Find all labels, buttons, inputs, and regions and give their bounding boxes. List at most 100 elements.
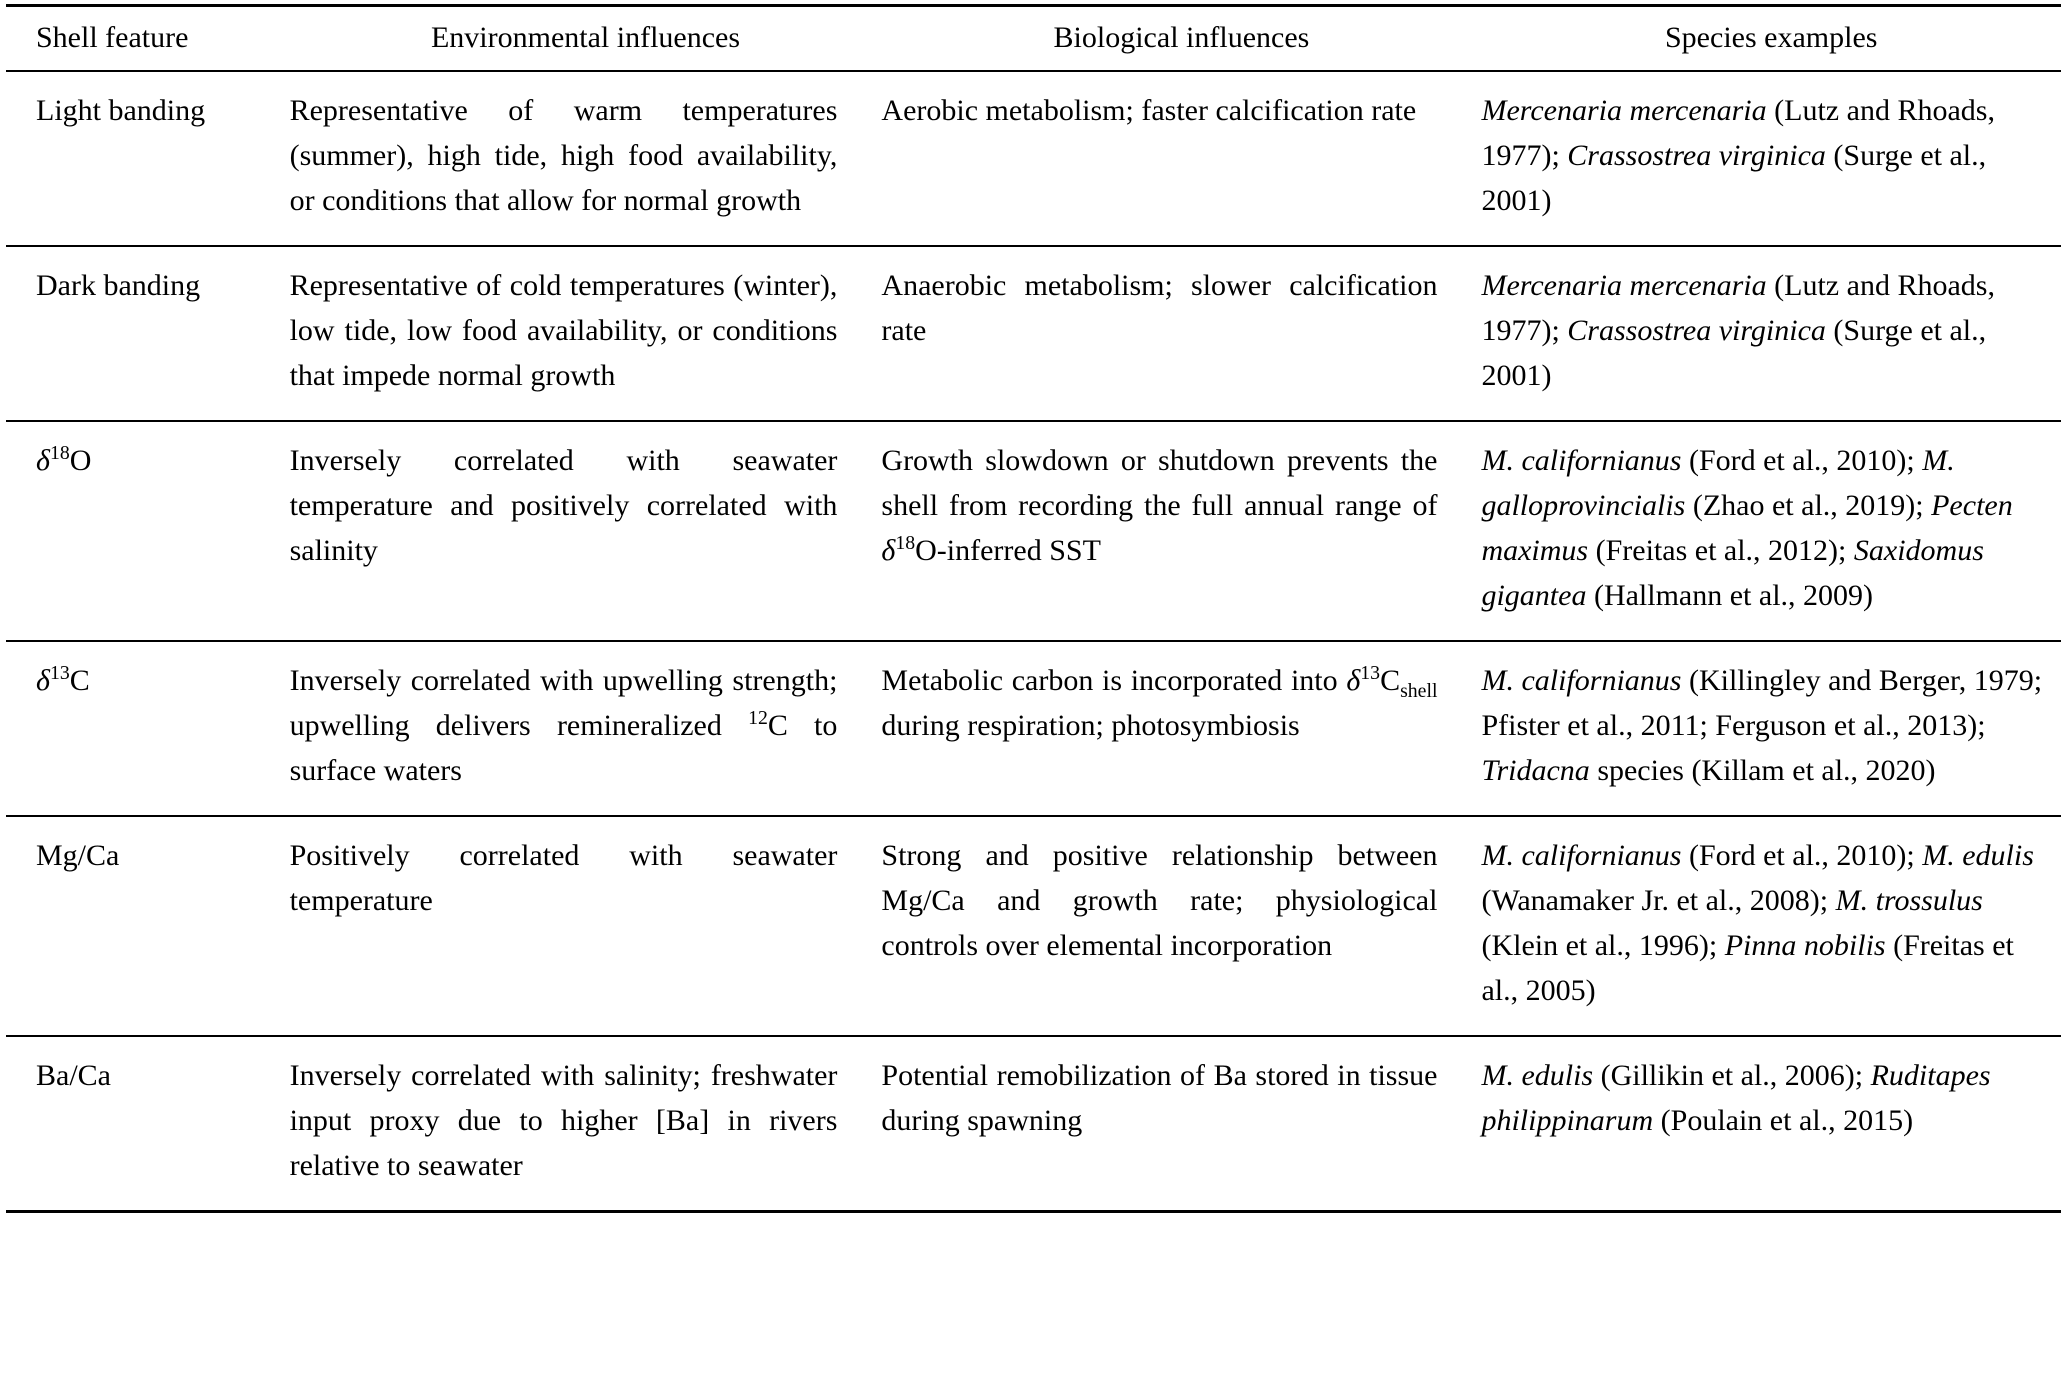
biological-cell: Potential remobilization of Ba stored in…	[881, 1036, 1481, 1212]
text-segment: δ	[1346, 664, 1361, 697]
feature-cell: Mg/Ca	[6, 816, 290, 1036]
text-segment: Representative of cold temperatures (win…	[289, 269, 838, 392]
text-segment: M. californianus	[1481, 839, 1682, 872]
text-segment: δ	[36, 664, 50, 697]
feature-cell: Ba/Ca	[6, 1036, 290, 1212]
text-segment: species (Killam et al., 2020)	[1589, 754, 1936, 787]
text-segment: Pecten maximus	[1481, 489, 2013, 567]
text-segment: M. edulis	[1922, 839, 2034, 872]
text-segment: C	[69, 664, 90, 697]
environmental-cell: Inversely correlated with seawater tempe…	[290, 421, 882, 641]
environmental-cell: Positively correlated with seawater temp…	[290, 816, 882, 1036]
text-segment: O-inferred SST	[915, 534, 1101, 567]
text-segment: (Klein et al., 1996);	[1481, 929, 1725, 962]
species-cell: M. edulis (Gillikin et al., 2006); Rudit…	[1481, 1036, 2061, 1212]
text-segment: (Poulain et al., 2015)	[1653, 1104, 1914, 1137]
biological-cell: Aerobic metabolism; faster calcification…	[881, 71, 1481, 246]
text-segment: Strong and positive relationship between…	[881, 839, 1438, 962]
text-segment: δ	[36, 444, 50, 477]
species-cell: M. californianus (Killingley and Berger,…	[1481, 641, 2061, 816]
text-segment: Anaerobic metabolism; slower calcificati…	[881, 269, 1438, 347]
text-segment: M. trossulus	[1835, 884, 1983, 917]
environmental-cell: Inversely correlated with upwelling stre…	[290, 641, 882, 816]
biological-cell: Metabolic carbon is incorporated into δ1…	[881, 641, 1481, 816]
text-segment: Pinna nobilis	[1724, 929, 1886, 962]
text-segment: δ	[881, 534, 896, 567]
feature-cell: δ18O	[6, 421, 290, 641]
text-segment: Inversely correlated with upwelling stre…	[289, 664, 838, 742]
species-cell: Mercenaria mercenaria (Lutz and Rhoads, …	[1481, 246, 2061, 421]
text-segment: Ba/Ca	[36, 1059, 111, 1092]
text-segment: (Ford et al., 2010);	[1681, 839, 1923, 872]
table-body: Light banding Representative of warm temp…	[6, 71, 2061, 1212]
biological-cell: Growth slowdown or shutdown prevents the…	[881, 421, 1481, 641]
environmental-cell: Representative of cold temperatures (win…	[290, 246, 882, 421]
text-segment: (Surge et al., 2001)	[1481, 314, 1987, 392]
table-row: δ18O Inversely correlated with seawater t…	[6, 421, 2061, 641]
text-segment: C	[1380, 664, 1401, 697]
species-cell: M. californianus (Ford et al., 2010); M.…	[1481, 816, 2061, 1036]
table-row: Mg/Ca Positively correlated with seawater…	[6, 816, 2061, 1036]
col-header-species-examples: Species examples	[1665, 21, 1878, 54]
text-segment: Ruditapes philippinarum	[1481, 1059, 1991, 1137]
text-segment: O	[69, 444, 92, 477]
text-segment: Growth slowdown or shutdown prevents the…	[881, 444, 1438, 522]
text-segment: 13	[49, 662, 70, 684]
text-segment: Metabolic carbon is incorporated into	[881, 664, 1347, 697]
text-segment: Crassostrea virginica	[1567, 139, 1826, 172]
text-segment: Potential remobilization of Ba stored in…	[881, 1059, 1438, 1137]
text-segment: Inversely correlated with salinity; fres…	[289, 1059, 838, 1182]
text-segment: 12	[748, 707, 768, 729]
text-segment: (Surge et al., 2001)	[1481, 139, 1987, 217]
col-header-biological-influences: Biological influences	[1053, 21, 1310, 54]
text-segment: (Gillikin et al., 2006);	[1593, 1059, 1871, 1092]
table-row: Light banding Representative of warm temp…	[6, 71, 2061, 246]
text-segment: (Lutz and Rhoads, 1977);	[1481, 94, 1995, 172]
table-row: δ13C Inversely correlated with upwelling …	[6, 641, 2061, 816]
environmental-cell: Representative of warm temperatures (sum…	[290, 71, 882, 246]
text-segment: C to surface waters	[289, 709, 838, 787]
text-segment: Representative of warm temperatures (sum…	[289, 94, 838, 217]
feature-cell: δ13C	[6, 641, 290, 816]
text-segment: Crassostrea virginica	[1567, 314, 1826, 347]
text-segment: Inversely correlated with seawater tempe…	[289, 444, 838, 567]
text-segment: (Freitas et al., 2012);	[1588, 534, 1854, 567]
text-segment: 13	[1360, 662, 1381, 684]
table-row: Dark banding Representative of cold tempe…	[6, 246, 2061, 421]
biological-cell: Anaerobic metabolism; slower calcificati…	[881, 246, 1481, 421]
col-header-shell-feature: Shell feature	[36, 21, 189, 54]
text-segment: (Freitas et al., 2005)	[1481, 929, 2014, 1007]
text-segment: (Hallmann et al., 2009)	[1586, 579, 1874, 612]
text-segment: Positively correlated with seawater temp…	[289, 839, 838, 917]
text-segment: (Wanamaker Jr. et al., 2008);	[1481, 884, 1836, 917]
table-row: Ba/Ca Inversely correlated with salinity;…	[6, 1036, 2061, 1212]
text-segment: 18	[49, 442, 70, 464]
text-segment: during respiration; photosymbiosis	[881, 709, 1300, 742]
text-segment: (Killingley and Berger, 1979; Pfister et…	[1481, 664, 2043, 742]
text-segment: Aerobic metabolism; faster calcification…	[881, 94, 1417, 127]
text-segment: Mercenaria mercenaria	[1481, 94, 1767, 127]
text-segment: shell	[1400, 680, 1438, 702]
text-segment: Saxidomus gigantea	[1481, 534, 1984, 612]
text-segment: Tridacna	[1481, 754, 1590, 787]
feature-cell: Light banding	[6, 71, 290, 246]
text-segment: Light banding	[36, 94, 206, 127]
text-segment: (Zhao et al., 2019);	[1685, 489, 1932, 522]
feature-cell: Dark banding	[6, 246, 290, 421]
species-cell: Mercenaria mercenaria (Lutz and Rhoads, …	[1481, 71, 2061, 246]
text-segment: M. galloprovincialis	[1481, 444, 1955, 522]
text-segment: M. californianus	[1481, 444, 1682, 477]
text-segment: (Ford et al., 2010);	[1681, 444, 1923, 477]
text-segment: Dark banding	[36, 269, 201, 302]
col-header-environmental-influences: Environmental influences	[430, 21, 741, 54]
text-segment: (Lutz and Rhoads, 1977);	[1481, 269, 1995, 347]
text-segment: M. edulis	[1481, 1059, 1594, 1092]
shell-proxy-table: Shell feature Environmental influences B…	[6, 4, 2061, 1213]
biological-cell: Strong and positive relationship between…	[881, 816, 1481, 1036]
text-segment: 18	[895, 532, 916, 554]
text-segment: M. californianus	[1481, 664, 1682, 697]
text-segment: Mercenaria mercenaria	[1481, 269, 1767, 302]
species-cell: M. californianus (Ford et al., 2010); M.…	[1481, 421, 2061, 641]
environmental-cell: Inversely correlated with salinity; fres…	[290, 1036, 882, 1212]
